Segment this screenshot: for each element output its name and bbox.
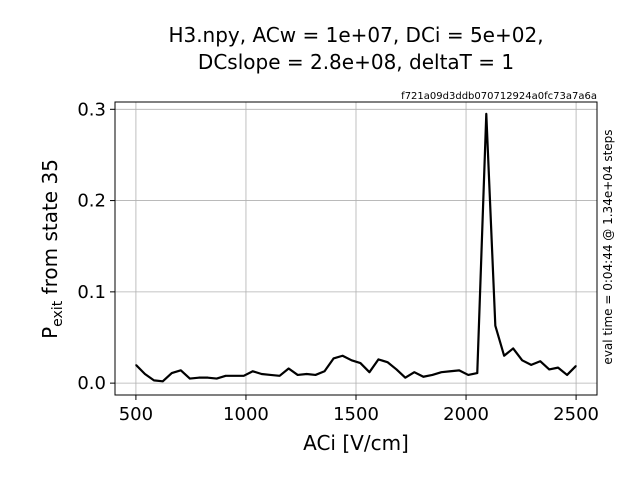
data-point — [171, 372, 173, 374]
series-line — [135, 112, 577, 383]
data-point — [144, 373, 146, 375]
data-point — [306, 373, 308, 375]
y-tick-label: 0.3 — [77, 99, 106, 120]
chart-title-line-2: DCslope = 2.8e+08, deltaT = 1 — [198, 50, 514, 74]
data-point — [234, 375, 236, 377]
x-tick-label: 1000 — [223, 404, 269, 425]
y-axis-label-rest: from state 35 — [38, 159, 62, 301]
data-point — [225, 375, 227, 377]
data-point — [476, 372, 478, 374]
data-point — [467, 374, 469, 376]
data-point — [485, 113, 487, 115]
data-point — [431, 374, 433, 376]
x-tick-label: 2500 — [553, 404, 599, 425]
data-point — [162, 380, 164, 382]
chart-title-line-1: H3.npy, ACw = 1e+07, DCi = 5e+02, — [168, 23, 543, 47]
data-point — [207, 377, 209, 379]
y-axis-label: Pexit from state 35 — [38, 159, 66, 339]
data-point — [270, 374, 272, 376]
data-point — [530, 364, 532, 366]
y-axis-label-subscript: exit — [50, 300, 66, 327]
data-point — [153, 379, 155, 381]
x-tick-label: 500 — [119, 404, 153, 425]
data-point — [297, 374, 299, 376]
data-point — [377, 358, 380, 361]
data-point — [494, 325, 496, 327]
data-point — [386, 361, 389, 363]
axis-ticks — [110, 108, 577, 400]
data-point — [279, 375, 281, 377]
data-point — [341, 355, 344, 357]
y-tick-label: 0.1 — [77, 282, 106, 303]
data-point — [332, 357, 335, 360]
data-point — [252, 370, 254, 372]
data-point — [180, 369, 182, 371]
data-point — [359, 362, 362, 364]
x-axis-label: ACi [V/cm] — [303, 431, 409, 455]
data-point — [189, 377, 191, 380]
x-tick-label: 2000 — [443, 404, 489, 425]
data-point — [539, 360, 541, 362]
data-point — [413, 371, 415, 373]
eval-time-label: eval time = 0:04:44 @ 1.34e+04 steps — [601, 129, 615, 364]
data-point — [566, 374, 568, 376]
series-points — [135, 113, 577, 382]
data-point — [422, 376, 424, 378]
data-point — [135, 364, 137, 366]
y-tick-label: 0.2 — [77, 191, 106, 212]
data-point — [440, 371, 442, 373]
data-point — [243, 375, 245, 377]
data-point — [288, 367, 290, 370]
data-point — [449, 370, 452, 372]
data-point — [198, 377, 200, 379]
y-axis-label-main: P — [38, 327, 62, 339]
data-point — [503, 355, 505, 357]
data-point — [395, 368, 398, 371]
x-tick-label: 1500 — [333, 404, 379, 425]
axis-tick-labels: 500 1000 1500 2000 2500 0.0 0.1 0.2 0.3 — [77, 99, 599, 425]
data-point — [314, 374, 317, 376]
data-point — [368, 371, 371, 373]
grid-lines — [115, 102, 597, 395]
data-point — [512, 347, 514, 350]
data-point — [350, 359, 353, 361]
data-point — [216, 377, 218, 380]
data-point — [521, 359, 523, 361]
hash-label: f721a09d3ddb070712924a0fc73a7a6a — [401, 91, 597, 102]
data-point — [557, 367, 559, 369]
data-point — [548, 368, 550, 371]
data-point — [575, 365, 577, 367]
data-point — [458, 369, 460, 371]
data-point — [404, 377, 406, 379]
data-point — [323, 370, 326, 372]
y-tick-label: 0.0 — [77, 373, 106, 394]
data-point — [260, 373, 263, 375]
